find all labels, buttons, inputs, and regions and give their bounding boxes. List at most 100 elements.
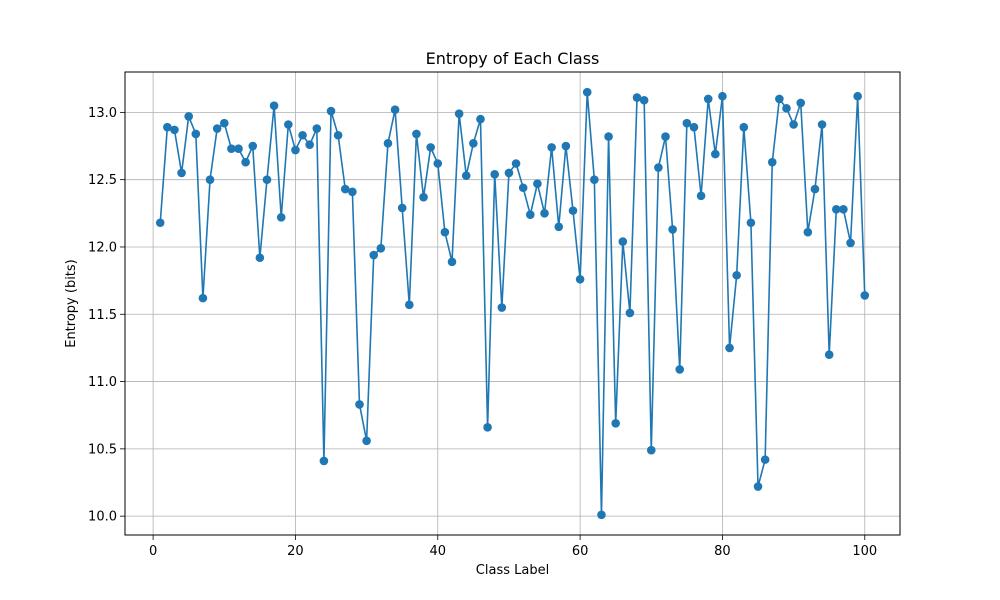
data-point: [632, 93, 642, 102]
data-point: [654, 163, 663, 172]
data-point: [711, 149, 720, 159]
data-point: [511, 159, 521, 168]
y-tick-label: 10.0: [88, 510, 117, 525]
data-point: [177, 168, 186, 178]
data-point: [319, 456, 329, 466]
data-point: [760, 455, 770, 464]
data-point: [860, 291, 870, 300]
data-point: [533, 179, 542, 189]
data-point: [355, 400, 364, 409]
y-tick-label: 11.5: [88, 308, 117, 323]
data-point: [718, 91, 727, 101]
x-tick-label: 40: [430, 544, 447, 559]
x-tick-label: 80: [714, 544, 731, 559]
data-point: [419, 192, 428, 202]
data-point: [376, 244, 386, 253]
data-point: [703, 94, 713, 104]
data-point: [767, 157, 777, 167]
data-point: [803, 227, 813, 237]
data-point: [155, 218, 165, 228]
data-point: [476, 114, 485, 124]
data-point: [298, 130, 307, 140]
x-tick-label: 100: [852, 544, 877, 559]
data-point: [163, 122, 172, 132]
data-point: [853, 91, 862, 101]
data-point: [547, 143, 556, 152]
data-point: [575, 274, 585, 284]
data-point: [625, 308, 635, 318]
data-point: [312, 124, 322, 133]
data-point: [832, 204, 841, 214]
data-point: [255, 253, 265, 263]
data-point: [696, 191, 706, 201]
data-point: [219, 118, 229, 128]
data-point: [269, 101, 279, 110]
data-point: [170, 125, 179, 135]
data-point: [198, 293, 208, 303]
data-point: [846, 238, 855, 248]
data-point: [340, 184, 350, 194]
data-point: [689, 122, 699, 132]
data-point: [525, 210, 535, 219]
data-point: [661, 132, 670, 141]
data-point: [348, 187, 357, 197]
data-point: [618, 237, 628, 246]
plot-frame: [124, 71, 901, 536]
data-point: [412, 129, 421, 139]
data-point: [839, 204, 848, 214]
data-point: [611, 418, 620, 428]
data-point: [234, 144, 243, 154]
data-point: [682, 118, 692, 128]
data-point: [205, 175, 215, 184]
data-point: [333, 130, 343, 140]
data-point: [604, 132, 613, 141]
data-point: [390, 105, 400, 114]
data-point: [262, 175, 272, 184]
data-point: [590, 175, 599, 184]
data-point: [497, 303, 507, 312]
data-point: [426, 143, 435, 152]
x-tick-label: 20: [287, 544, 304, 559]
data-point: [518, 183, 528, 193]
data-point: [504, 168, 514, 178]
data-point: [248, 141, 258, 151]
data-point: [305, 140, 314, 149]
y-tick-label: 10.5: [88, 442, 117, 457]
data-point: [397, 203, 407, 213]
data-point: [646, 445, 656, 455]
data-point: [184, 112, 193, 121]
x-tick-label: 0: [149, 544, 157, 559]
y-tick-label: 12.0: [88, 240, 117, 255]
data-point: [383, 139, 393, 148]
data-point: [746, 218, 756, 228]
data-point: [540, 209, 549, 218]
axis-ticks: 0 20 40 60 80 100 10.0 10.5 11.0 11.5 12.0 12.5 13.0: [88, 106, 877, 559]
data-point: [789, 120, 798, 129]
data-point: [483, 423, 492, 432]
data-point: [369, 250, 379, 260]
data-point: [454, 109, 464, 119]
data-point: [241, 157, 250, 167]
y-tick-label: 13.0: [88, 106, 117, 121]
data-point: [753, 482, 763, 491]
data-point: [227, 144, 236, 154]
y-axis-label: Entropy (bits): [64, 259, 79, 348]
y-tick-label: 11.0: [88, 375, 117, 390]
data-point: [775, 94, 784, 104]
data-point: [582, 87, 592, 97]
data-point: [568, 206, 578, 215]
data-point: [639, 95, 649, 105]
data-point: [824, 350, 834, 359]
data-point: [276, 213, 286, 222]
data-point: [212, 124, 222, 133]
data-point: [810, 184, 820, 194]
data-point: [725, 343, 734, 353]
data-point: [739, 122, 749, 132]
data-point: [191, 129, 201, 139]
data-point: [554, 222, 564, 232]
series-entropy: [155, 87, 870, 520]
data-point: [490, 169, 500, 179]
data-point: [796, 98, 806, 108]
x-tick-label: 60: [572, 544, 589, 559]
